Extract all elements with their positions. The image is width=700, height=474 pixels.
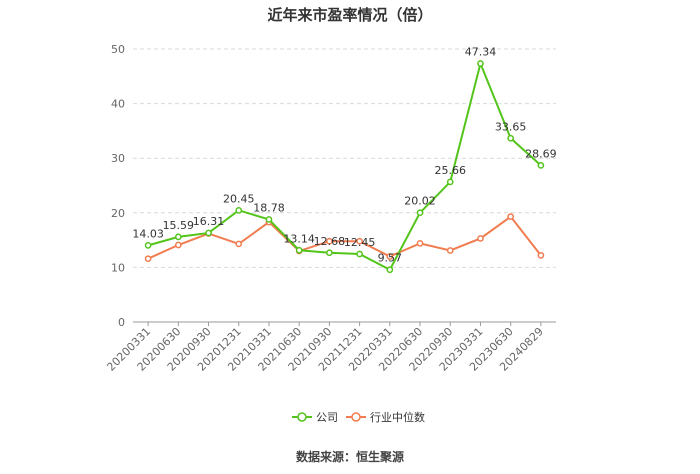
data-point — [265, 216, 273, 223]
legend-label: 公司 — [316, 411, 338, 424]
series-line-行业中位数 — [147, 215, 542, 260]
data-point — [235, 206, 243, 214]
legend-label: 行业中位数 — [370, 410, 425, 424]
data-point — [386, 266, 394, 274]
data-point — [507, 134, 515, 142]
y-tick-label: 0 — [118, 316, 125, 329]
data-label: 25.66 — [435, 164, 467, 177]
y-tick-label: 10 — [111, 261, 125, 274]
data-point — [144, 255, 152, 263]
y-tick-label: 20 — [111, 207, 125, 220]
data-label: 20.45 — [223, 192, 255, 205]
data-point — [416, 209, 424, 217]
legend-swatch-marker — [297, 412, 307, 422]
y-tick-label: 30 — [111, 152, 125, 165]
data-point — [386, 253, 394, 260]
data-point — [446, 178, 454, 186]
legend-item-industry-median: 行业中位数 — [346, 410, 425, 424]
y-tick-label: 50 — [111, 43, 125, 56]
legend-item-company: 公司 — [292, 411, 338, 424]
data-label: 12.68 — [314, 235, 346, 248]
data-label: 47.34 — [465, 46, 497, 59]
data-label: 20.02 — [404, 195, 436, 208]
data-point — [537, 252, 545, 259]
data-point — [174, 241, 182, 249]
data-point — [356, 237, 363, 245]
data-label: 13.14 — [283, 232, 315, 245]
data-label: 33.65 — [495, 120, 527, 133]
data-point — [477, 235, 484, 242]
data-point — [235, 240, 243, 248]
data-label: 9.57 — [378, 252, 403, 265]
data-point — [446, 247, 454, 254]
data-point — [205, 229, 212, 237]
data-point — [144, 242, 152, 249]
data-label: 16.31 — [193, 215, 225, 228]
data-point — [416, 240, 424, 247]
data-point — [326, 249, 333, 257]
data-label: 18.78 — [253, 201, 285, 214]
series-line-公司 — [147, 60, 542, 272]
data-label: 12.45 — [344, 236, 376, 249]
data-point — [507, 213, 515, 220]
data-point — [295, 246, 303, 254]
y-tick-label: 40 — [111, 98, 125, 111]
data-point — [356, 250, 363, 258]
chart-title: 近年来市盈率情况（倍） — [267, 6, 433, 24]
data-source-note: 数据来源：恒生聚源 — [295, 450, 404, 464]
data-label: 15.59 — [163, 219, 195, 232]
legend-swatch-marker — [351, 412, 361, 422]
data-label: 14.03 — [132, 227, 164, 240]
data-point — [537, 162, 545, 169]
data-label: 28.69 — [525, 147, 557, 160]
data-point — [174, 233, 182, 241]
data-point — [477, 60, 484, 67]
data-point — [326, 237, 333, 245]
